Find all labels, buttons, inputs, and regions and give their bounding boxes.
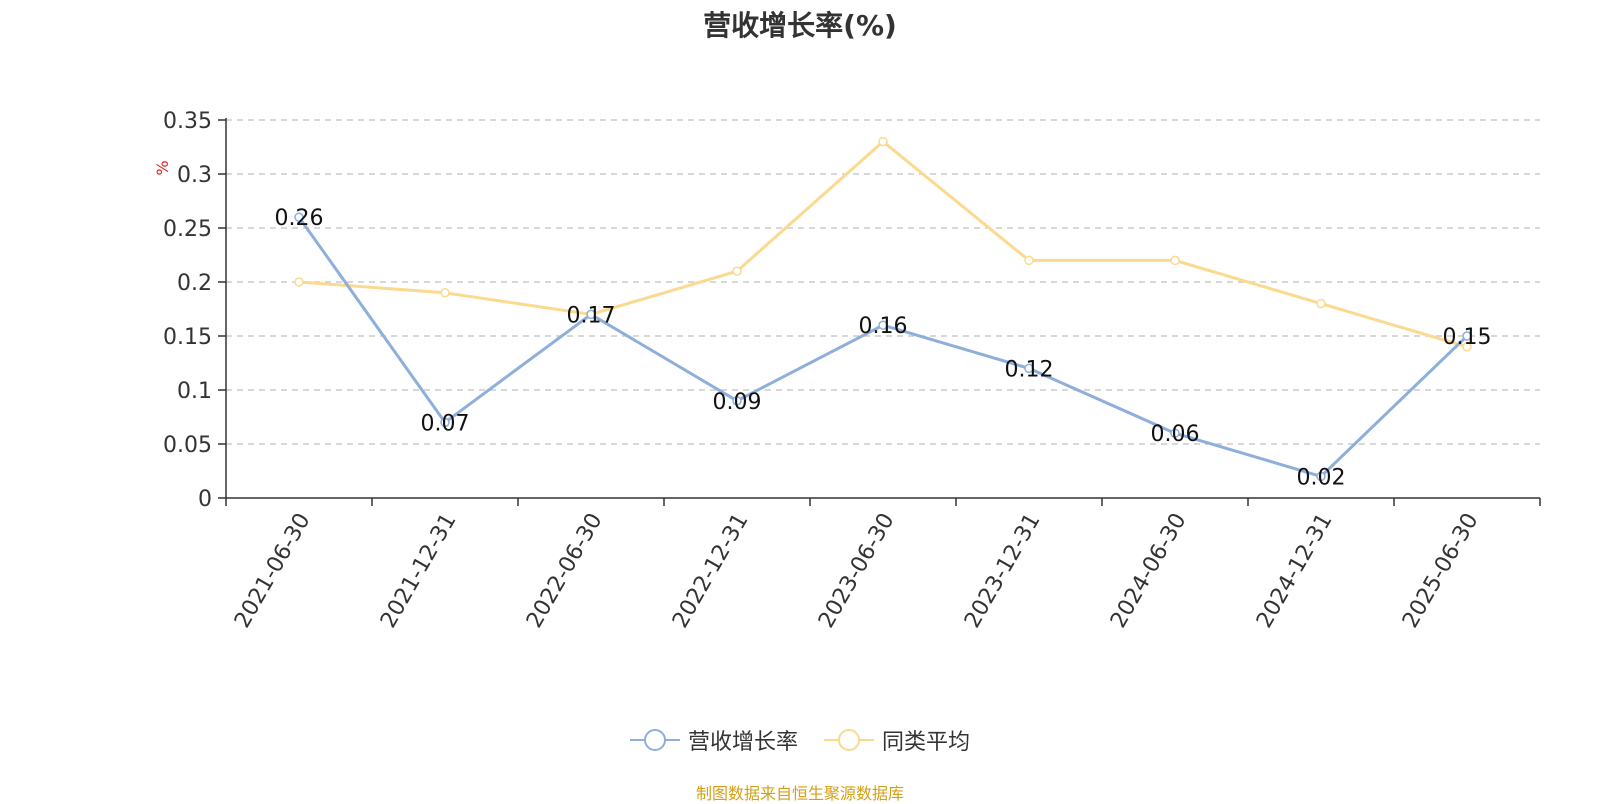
series-lines	[294, 136, 1472, 482]
series-2-point[interactable]	[1170, 255, 1180, 266]
data-label: 0.12	[1005, 357, 1054, 382]
legend-series-1-icon	[629, 729, 680, 751]
series-2-point[interactable]	[294, 277, 304, 287]
series-1-point[interactable]	[1170, 428, 1180, 438]
data-label: 0.16	[859, 314, 908, 339]
series-1-line	[297, 216, 1469, 478]
y-axis-unit-label: %	[153, 160, 172, 175]
legend-item-series-2[interactable]: 同类平均	[824, 724, 970, 756]
series-1-point[interactable]	[294, 212, 304, 222]
series-2-point[interactable]	[1316, 298, 1326, 309]
x-tick-label: 2023-12-31	[960, 509, 1046, 632]
x-tick-label: 2021-06-30	[230, 509, 316, 632]
data-label: 0.26	[275, 206, 324, 231]
legend-item-series-1[interactable]: 营收增长率	[629, 724, 798, 756]
series-2-point[interactable]	[1024, 255, 1034, 266]
x-tick-label: 2022-12-31	[668, 509, 754, 632]
x-tick-label: 2022-06-30	[522, 509, 608, 632]
series-1-point[interactable]	[732, 396, 742, 406]
grid-lines	[226, 119, 1540, 445]
x-tick-label: 2024-06-30	[1106, 509, 1192, 632]
series-2-point[interactable]	[440, 288, 450, 298]
y-tick-label: 0.3	[177, 163, 212, 188]
legend-series-2-label: 同类平均	[882, 730, 971, 755]
data-label: 0.09	[713, 390, 762, 415]
series-1-point[interactable]	[1316, 471, 1326, 482]
series-1-point[interactable]	[878, 320, 888, 330]
series-1-point[interactable]	[586, 309, 596, 320]
series-1-point[interactable]	[1024, 363, 1034, 374]
data-label: 0.15	[1443, 325, 1492, 350]
chart-title: 营收增长率(%)	[703, 9, 897, 42]
data-labels: 0.26 0.07 0.17 0.09 0.16 0.12 0.06 0.02 0.15	[275, 206, 1492, 490]
y-tick-label: 0	[198, 487, 212, 512]
y-tick-label: 0.2	[177, 271, 212, 296]
data-label: 0.07	[421, 411, 470, 436]
series-1-point[interactable]	[1462, 331, 1472, 341]
x-tick-label: 2025-06-30	[1398, 509, 1484, 632]
x-tick-label: 2021-12-31	[376, 509, 462, 632]
y-tick-label: 0.05	[163, 433, 212, 458]
y-tick-label: 0.35	[163, 109, 212, 134]
series-2-point[interactable]	[878, 136, 888, 147]
source-note: 制图数据来自恒生聚源数据库	[695, 784, 904, 803]
y-tick-label: 0.25	[163, 217, 212, 242]
x-tick-label: 2023-06-30	[814, 509, 900, 632]
axes: 0 0.05 0.1 0.15 0.2 0.25 0.3 0.35% 2021-06-30 202…	[153, 109, 1541, 632]
series-2-point[interactable]	[732, 266, 742, 276]
data-label: 0.06	[1151, 422, 1200, 447]
y-tick-label: 0.15	[163, 325, 212, 350]
data-label: 0.17	[567, 303, 616, 328]
y-tick-label: 0.1	[177, 379, 212, 404]
series-2-point[interactable]	[1462, 342, 1472, 352]
x-tick-label: 2024-12-31	[1252, 509, 1338, 632]
series-1-point[interactable]	[440, 417, 450, 428]
legend-series-1-label: 营收增长率	[687, 730, 798, 755]
legend: 营收增长率 同类平均	[0, 724, 1600, 756]
legend-series-2-icon	[824, 729, 874, 751]
data-label: 0.02	[1297, 465, 1346, 490]
